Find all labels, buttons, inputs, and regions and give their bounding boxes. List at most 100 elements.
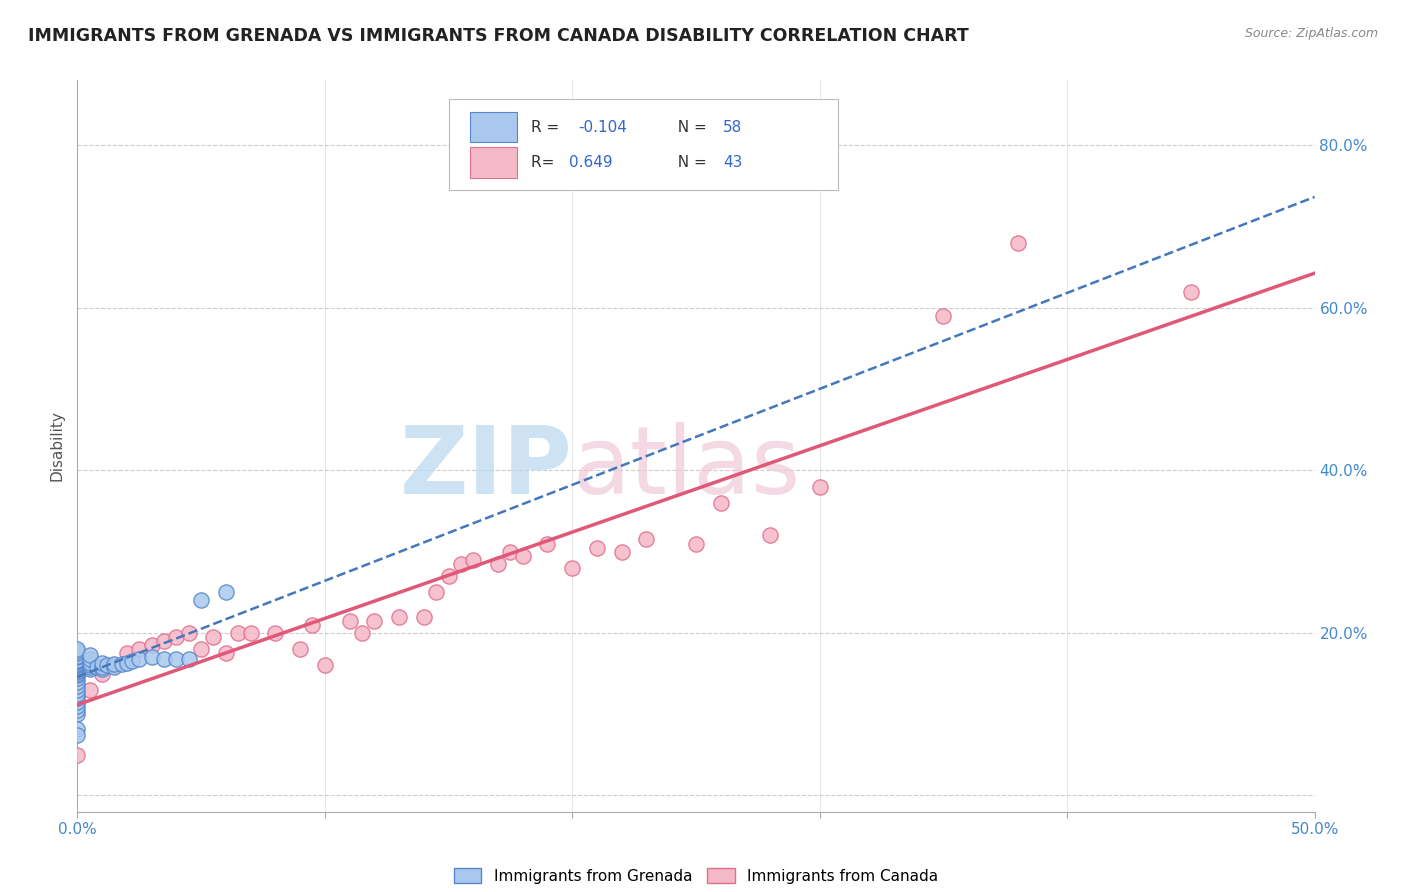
Text: R=: R= <box>531 154 560 169</box>
Point <box>190 593 212 607</box>
Point <box>79 656 101 670</box>
Point <box>202 630 225 644</box>
Point <box>66 699 89 714</box>
Point <box>226 626 249 640</box>
Point <box>66 648 89 663</box>
Point <box>79 658 101 673</box>
FancyBboxPatch shape <box>470 112 516 143</box>
Point <box>350 626 373 640</box>
Point <box>463 553 485 567</box>
Point <box>66 707 89 722</box>
Point <box>610 544 633 558</box>
Point <box>86 660 108 674</box>
Point <box>91 663 114 677</box>
FancyBboxPatch shape <box>449 99 838 190</box>
Point <box>121 654 143 668</box>
Point <box>388 609 411 624</box>
Text: Source: ZipAtlas.com: Source: ZipAtlas.com <box>1244 27 1378 40</box>
Point <box>91 660 114 674</box>
Point <box>79 682 101 697</box>
Point <box>561 561 583 575</box>
Point <box>165 630 187 644</box>
Point <box>66 727 89 741</box>
Point <box>301 617 323 632</box>
Point <box>66 663 89 677</box>
Point <box>215 646 238 660</box>
Point <box>66 658 89 673</box>
Point <box>66 671 89 685</box>
Point <box>66 642 89 657</box>
Point <box>66 654 89 668</box>
Point <box>128 652 150 666</box>
Point <box>66 690 89 705</box>
Point <box>66 661 89 675</box>
Point <box>177 652 200 666</box>
Point <box>66 660 89 674</box>
Text: 43: 43 <box>723 154 742 169</box>
Point <box>190 642 212 657</box>
Point <box>66 657 89 671</box>
Point <box>685 536 707 550</box>
Text: atlas: atlas <box>572 422 800 514</box>
Point <box>808 480 831 494</box>
Point <box>512 549 534 563</box>
Point <box>412 609 434 624</box>
Point <box>66 674 89 689</box>
Point <box>437 569 460 583</box>
Point <box>103 660 125 674</box>
Text: N =: N = <box>668 154 711 169</box>
Point <box>66 666 89 681</box>
FancyBboxPatch shape <box>470 147 516 178</box>
Point <box>177 626 200 640</box>
Text: 58: 58 <box>723 120 742 135</box>
Point <box>103 657 125 671</box>
Point <box>91 656 114 670</box>
Text: -0.104: -0.104 <box>578 120 627 135</box>
Point <box>339 614 361 628</box>
Point <box>111 657 134 671</box>
Point <box>66 668 89 682</box>
Point <box>239 626 262 640</box>
Text: IMMIGRANTS FROM GRENADA VS IMMIGRANTS FROM CANADA DISABILITY CORRELATION CHART: IMMIGRANTS FROM GRENADA VS IMMIGRANTS FR… <box>28 27 969 45</box>
Point <box>586 541 609 555</box>
Point <box>96 658 118 673</box>
Point <box>103 658 125 673</box>
Point <box>486 557 509 571</box>
Point <box>66 650 89 665</box>
Point <box>153 652 176 666</box>
Point <box>66 665 89 679</box>
Point <box>932 309 955 323</box>
Y-axis label: Disability: Disability <box>49 410 65 482</box>
Point <box>66 654 89 668</box>
Point <box>66 682 89 697</box>
Point <box>115 656 138 670</box>
Point <box>1007 235 1029 250</box>
Text: R =: R = <box>531 120 565 135</box>
Point <box>128 642 150 657</box>
Text: N =: N = <box>668 120 711 135</box>
Point <box>141 638 163 652</box>
Point <box>314 658 336 673</box>
Point <box>425 585 447 599</box>
Point <box>1180 285 1202 299</box>
Point <box>66 646 89 660</box>
Point <box>66 666 89 681</box>
Text: ZIP: ZIP <box>399 422 572 514</box>
Point <box>66 695 89 709</box>
Point <box>91 666 114 681</box>
Point <box>165 652 187 666</box>
Point <box>66 679 89 693</box>
Point <box>363 614 385 628</box>
Point <box>79 660 101 674</box>
Point <box>66 687 89 701</box>
Point <box>66 658 89 673</box>
Point <box>141 650 163 665</box>
Point <box>153 634 176 648</box>
Point <box>66 747 89 762</box>
Text: 0.649: 0.649 <box>568 154 612 169</box>
Point <box>450 557 472 571</box>
Point <box>288 642 311 657</box>
Point <box>499 544 522 558</box>
Point <box>66 663 89 677</box>
Point <box>66 653 89 667</box>
